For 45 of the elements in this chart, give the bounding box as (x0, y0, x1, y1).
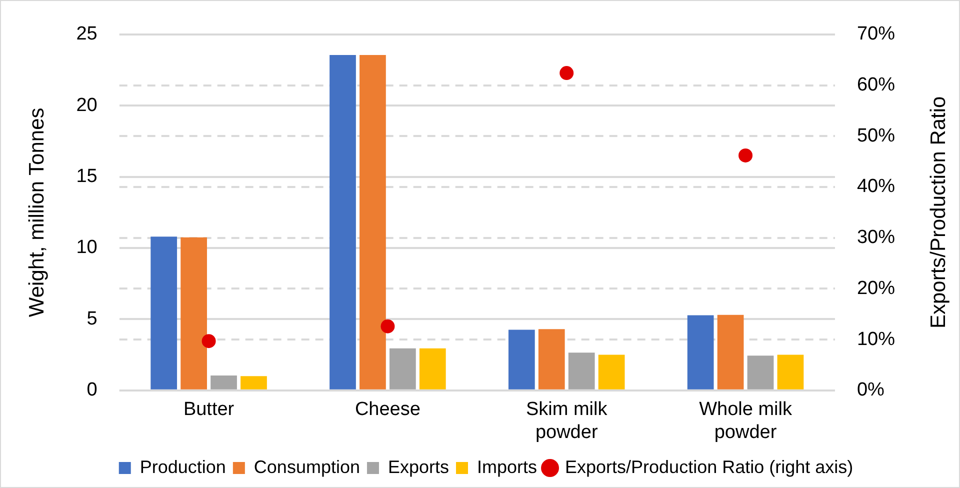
x-tick-label: Cheese (354, 399, 420, 420)
y2-tick-label: 50% (856, 125, 896, 146)
y2-tick-label: 20% (856, 278, 896, 299)
y2-axis-title: Exports/Production Ratio (926, 96, 950, 329)
y-tick-label: 20 (76, 94, 98, 116)
y-tick-label: 15 (76, 166, 98, 188)
bar (598, 354, 625, 390)
bar (330, 55, 356, 390)
bar (777, 354, 804, 390)
bar (747, 356, 774, 390)
y-axis-title: Weight, million Tonnes (25, 108, 48, 318)
point (202, 334, 216, 348)
legend-label: Consumption (254, 456, 360, 477)
x-tick-label: Butter (183, 399, 235, 420)
bar (240, 376, 267, 390)
point (380, 319, 395, 334)
bar (508, 330, 535, 390)
bar (538, 329, 565, 390)
x-tick-label: Whole milk powder (699, 399, 792, 443)
y-tick-label: 10 (76, 237, 98, 258)
legend-label: Exports (388, 456, 450, 477)
y-tick-label: 5 (86, 308, 98, 330)
y-tick-label: 0 (86, 380, 98, 401)
bar (150, 236, 178, 390)
bar (210, 375, 237, 390)
bar (717, 314, 744, 390)
bar (180, 237, 207, 390)
bar (419, 348, 446, 390)
y-tick-label: 25 (76, 24, 98, 45)
legend-label: Imports (477, 456, 538, 477)
y2-tick-label: 70% (856, 24, 896, 45)
y2-tick-label: 0% (856, 380, 885, 401)
x-tick-label: Skim milk powder (526, 399, 608, 443)
bar (687, 315, 714, 390)
legend-label: Production (140, 456, 226, 477)
bar (389, 348, 416, 390)
point (560, 66, 574, 80)
bar (568, 352, 595, 390)
y2-tick-label: 40% (856, 176, 896, 198)
legend-label: Exports/Production Ratio (right axis) (565, 456, 854, 477)
y2-tick-label: 60% (856, 74, 896, 96)
y2-tick-label: 30% (856, 227, 896, 248)
point (738, 148, 753, 162)
y2-tick-label: 10% (856, 328, 896, 350)
bar (360, 55, 386, 390)
